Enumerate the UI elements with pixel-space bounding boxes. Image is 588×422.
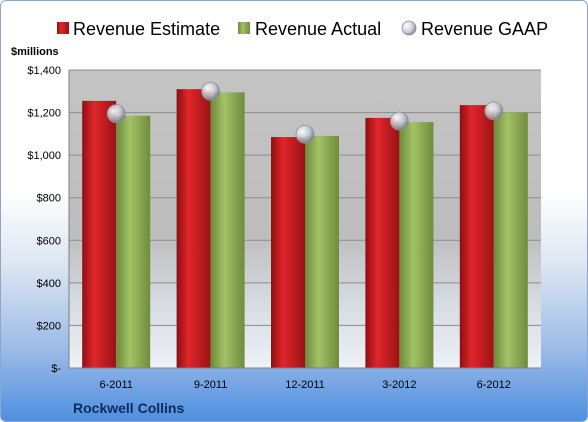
bar-actual (493, 112, 528, 368)
gaap-marker (389, 111, 409, 131)
bar-estimate (459, 105, 494, 368)
y-tick-label: $600 (37, 235, 61, 247)
bars (82, 89, 528, 369)
y-tick-label: $800 (37, 193, 61, 205)
bar-estimate (176, 89, 211, 369)
gaap-marker (201, 81, 221, 101)
legend-marker-gaap (401, 20, 417, 36)
x-tick-label: 6-2011 (99, 379, 132, 391)
y-axis-labels: $- $200 $400 $600 $800 $1,000 $1,200 $1,400 (27, 65, 61, 375)
legend-label-actual: Revenue Actual (255, 19, 381, 39)
x-axis-labels: 6-2011 9-2011 12-2011 3-2012 6-2012 (99, 379, 510, 391)
bar-actual (116, 115, 151, 368)
legend-label-gaap: Revenue GAAP (421, 19, 548, 39)
y-tick-label: $1,400 (27, 65, 61, 77)
bar-actual (305, 135, 339, 368)
legend-label-estimate: Revenue Estimate (73, 19, 220, 39)
bar-actual (210, 92, 245, 368)
legend-swatch-estimate (57, 22, 69, 34)
company-name: Rockwell Collins (73, 400, 184, 416)
gaap-marker (484, 101, 504, 121)
gaap-markers (106, 81, 504, 144)
y-tick-label: $200 (37, 320, 61, 332)
legend-swatch-actual (238, 22, 250, 34)
x-tick-label: 12-2011 (285, 379, 325, 391)
x-tick-label: 3-2012 (382, 379, 416, 391)
bar-estimate (82, 100, 117, 368)
y-tick-label: $1,000 (27, 150, 61, 162)
y-tick-label: $400 (37, 278, 61, 290)
x-tick-label: 6-2012 (477, 379, 511, 391)
bar-actual (399, 122, 434, 369)
y-tick-label: $- (51, 363, 61, 375)
y-tick-label: $1,200 (27, 108, 61, 120)
legend: Revenue Estimate Revenue Actual Revenue … (57, 19, 548, 39)
gaap-marker (106, 104, 126, 124)
x-tick-label: 9-2011 (194, 379, 227, 391)
bar-estimate (271, 137, 305, 368)
unit-label: $millions (11, 46, 59, 58)
gaap-marker (295, 124, 315, 144)
bar-estimate (365, 117, 400, 369)
